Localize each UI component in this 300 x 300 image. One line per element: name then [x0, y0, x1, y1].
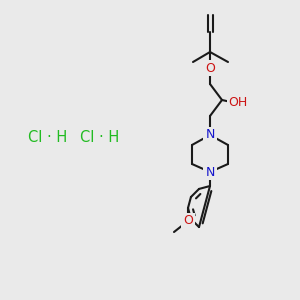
Text: OH: OH: [228, 95, 248, 109]
Text: N: N: [205, 128, 215, 142]
Text: O: O: [205, 61, 215, 74]
Text: Cl · H: Cl · H: [28, 130, 68, 146]
Text: Cl · H: Cl · H: [80, 130, 120, 146]
Text: O: O: [183, 214, 193, 227]
Text: N: N: [205, 166, 215, 178]
